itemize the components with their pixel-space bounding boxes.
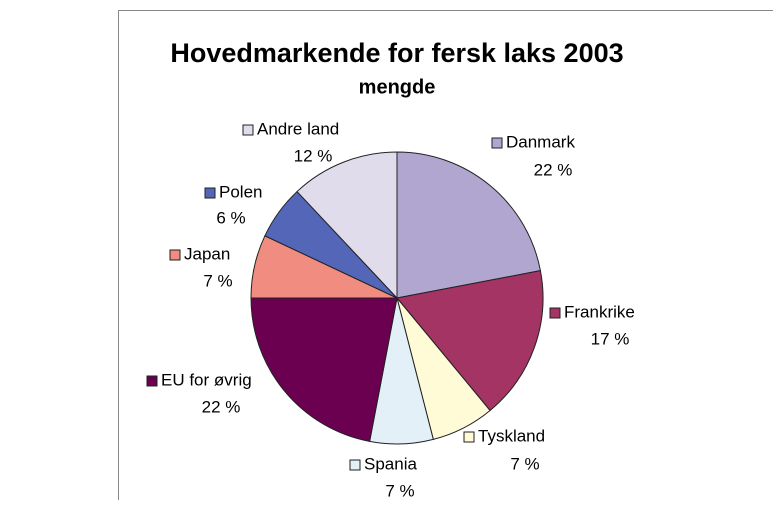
legend-swatch — [550, 308, 560, 318]
legend-swatch — [147, 376, 157, 386]
slice-value-label: 22 % — [202, 397, 241, 416]
chart-subtitle: mengde — [359, 76, 436, 98]
chart-title: Hovedmarkende for fersk laks 2003 — [170, 38, 623, 68]
legend-swatch — [170, 250, 180, 260]
slice-label: Polen — [219, 182, 262, 201]
slice-value-label: 17 % — [591, 329, 630, 348]
slice-label: Japan — [184, 244, 230, 263]
slice-value-label: 12 % — [294, 146, 333, 165]
legend-swatch — [350, 460, 360, 470]
slice-label: Frankrike — [564, 302, 635, 321]
legend-swatch — [205, 188, 215, 198]
slice-label: Spania — [364, 454, 417, 473]
slice-label: Andre land — [257, 119, 339, 138]
legend-swatch — [464, 432, 474, 442]
slice-value-label: 7 % — [385, 481, 414, 500]
slice-label: EU for øvrig — [161, 370, 252, 389]
slice-value-label: 7 % — [510, 454, 539, 473]
slice-value-label: 7 % — [203, 271, 232, 290]
slice-value-label: 22 % — [534, 160, 573, 179]
slice-label: Danmark — [506, 132, 575, 151]
slice-value-label: 6 % — [216, 208, 245, 227]
legend-swatch — [492, 138, 502, 148]
slice-label: Tyskland — [478, 426, 545, 445]
legend-swatch — [243, 125, 253, 135]
